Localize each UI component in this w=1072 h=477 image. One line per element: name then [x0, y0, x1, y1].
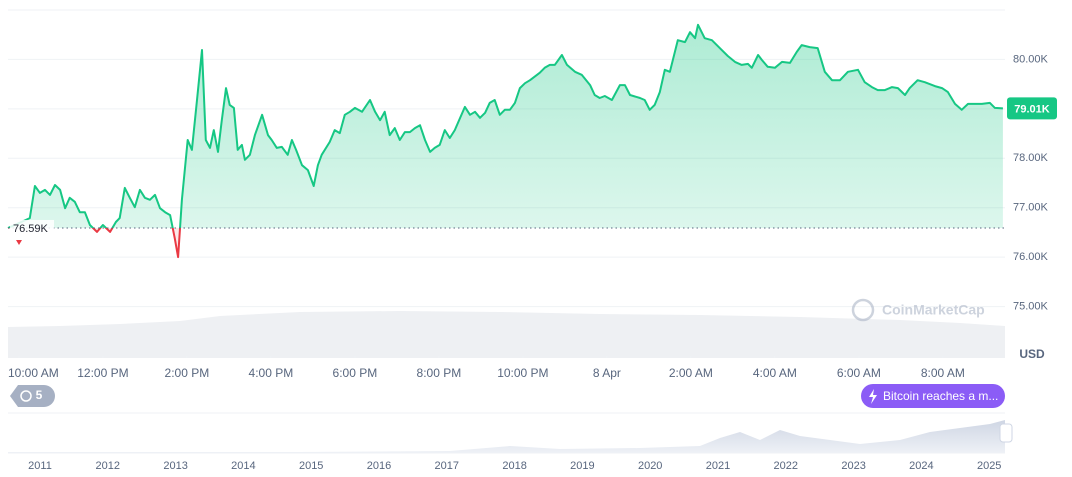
navigator-year: 2023	[841, 460, 865, 472]
y-tick-label: 76.00K	[1013, 251, 1049, 263]
navigator-year: 2014	[231, 460, 255, 472]
x-tick-label: 8:00 PM	[417, 366, 462, 380]
navigator-area	[8, 420, 1005, 453]
y-axis-label: USD	[1019, 347, 1045, 361]
x-tick-label: 6:00 AM	[837, 366, 881, 380]
x-tick-label: 8:00 AM	[921, 366, 965, 380]
y-tick-label: 78.00K	[1013, 152, 1049, 164]
plot: 76.59K	[7, 23, 1005, 259]
navigator-year: 2020	[638, 460, 662, 472]
event-badge-bg[interactable]	[861, 384, 1005, 408]
y-tick-label: 80.00K	[1013, 53, 1049, 65]
volume-area	[8, 311, 1005, 358]
x-tick-label: 10:00 PM	[497, 366, 548, 380]
x-tick-label: 2:00 AM	[669, 366, 713, 380]
navigator-year: 2015	[299, 460, 323, 472]
navigator-year: 2019	[570, 460, 594, 472]
navigator-year: 2024	[909, 460, 933, 472]
navigator-year: 2013	[163, 460, 187, 472]
navigator-year: 2022	[774, 460, 798, 472]
history-count: 5	[36, 388, 43, 402]
history-badge[interactable]: 5	[10, 385, 55, 407]
history-badge-bg[interactable]	[10, 385, 55, 407]
event-badge[interactable]: Bitcoin reaches a m...	[861, 384, 1005, 408]
x-tick-label: 12:00 PM	[77, 366, 128, 380]
navigator-year: 2021	[706, 460, 730, 472]
x-tick-label: 4:00 PM	[249, 366, 294, 380]
y-tick-label: 75.00K	[1013, 300, 1049, 312]
price-line-down	[7, 227, 182, 259]
reference-label-bg	[10, 219, 54, 236]
watermark: CoinMarketCap	[851, 298, 985, 322]
navigator-years: 2011 2012 2013 2014 2015 2016 2017 2018 2019 2020…	[28, 460, 1001, 472]
navigator-year: 2012	[96, 460, 120, 472]
event-icon	[869, 389, 877, 404]
x-tick-label: 2:00 PM	[165, 366, 210, 380]
reference-marker	[16, 239, 22, 245]
navigator-year: 2011	[28, 460, 52, 472]
navigator-year: 2016	[367, 460, 391, 472]
x-tick-label: 10:00 AM	[8, 366, 59, 380]
x-tick-label: 8 Apr	[593, 366, 621, 380]
y-tick-label: 77.00K	[1013, 202, 1049, 214]
navigator-handle[interactable]	[999, 423, 1013, 443]
navigator: 2011 2012 2013 2014 2015 2016 2017 2018 2019 2020…	[8, 412, 1013, 472]
navigator-year: 2017	[435, 460, 459, 472]
price-line	[7, 23, 1003, 228]
last-value-label: 79.01K	[1014, 103, 1050, 115]
last-value-badge	[1007, 97, 1057, 120]
watermark-logo	[851, 298, 875, 322]
x-tick-label: 4:00 AM	[753, 366, 797, 380]
watermark-text: CoinMarketCap	[882, 302, 985, 318]
reference-label: 76.59K	[13, 223, 49, 235]
event-text: Bitcoin reaches a m...	[883, 389, 998, 403]
price-area	[8, 24, 1003, 228]
navigator-year: 2025	[977, 460, 1001, 472]
history-icon	[20, 390, 32, 402]
x-tick-label: 6:00 PM	[333, 366, 378, 380]
navigator-year: 2018	[502, 460, 526, 472]
